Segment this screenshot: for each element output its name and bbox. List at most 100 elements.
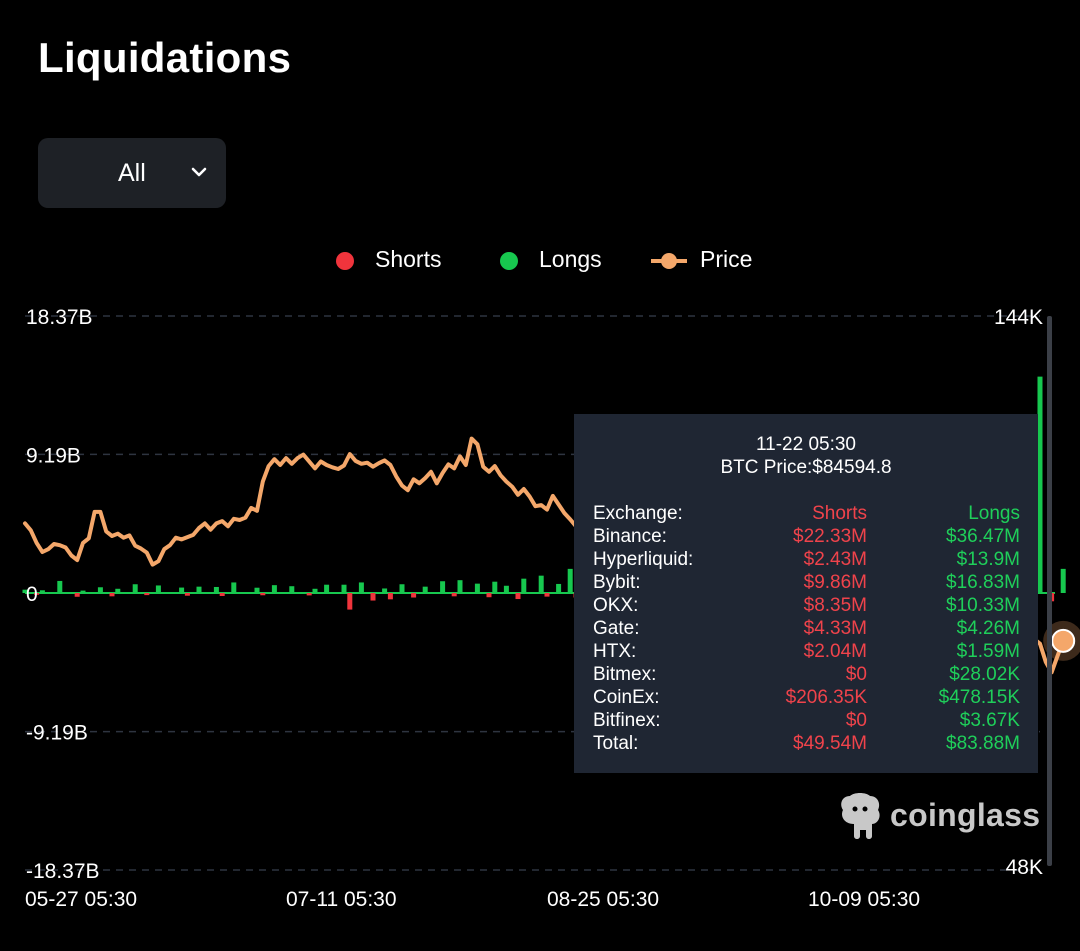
longs-bar[interactable]: [503, 585, 509, 593]
shorts-bar[interactable]: [184, 593, 190, 596]
legend-label-price: Price: [700, 246, 753, 272]
shorts-bar[interactable]: [486, 593, 492, 598]
longs-bar[interactable]: [57, 580, 63, 593]
longs-bar[interactable]: [556, 583, 562, 593]
longs-bar[interactable]: [289, 586, 295, 593]
tooltip-longs-value: $1.59M: [956, 641, 1020, 662]
longs-bar[interactable]: [382, 588, 388, 593]
shorts-bar[interactable]: [219, 593, 225, 597]
tooltip-shorts-value: $2.43M: [803, 549, 867, 570]
longs-bar[interactable]: [80, 590, 86, 593]
tooltip-shorts-value: $22.33M: [793, 526, 867, 547]
left-axis-tick-label: -18.37B: [26, 860, 100, 883]
tooltip-shorts-value: $2.04M: [803, 641, 867, 662]
tooltip-shorts-value: $49.54M: [793, 733, 867, 754]
tooltip-exchange-name: HTX:: [593, 641, 637, 662]
longs-bar[interactable]: [97, 587, 103, 593]
tooltip-header-longs: Longs: [968, 503, 1020, 524]
longs-bar[interactable]: [196, 586, 202, 593]
coinglass-wordmark: coinglass: [890, 797, 1041, 833]
longs-bar[interactable]: [22, 589, 28, 593]
longs-bar[interactable]: [179, 587, 185, 593]
right-axis-tick-label: 144K: [994, 306, 1043, 329]
tooltip-header-shorts: Shorts: [812, 503, 867, 524]
tooltip-exchange-name: Bitmex:: [593, 664, 657, 685]
longs-bar[interactable]: [271, 585, 277, 593]
shorts-bar[interactable]: [387, 593, 393, 600]
tooltip-longs-value: $3.67K: [959, 710, 1020, 731]
chart-scrollbar[interactable]: [1047, 316, 1052, 866]
tooltip-exchange-name: Binance:: [593, 526, 667, 547]
left-axis-tick-label: 0: [26, 583, 38, 606]
shorts-bar[interactable]: [544, 593, 550, 597]
shorts-bar[interactable]: [306, 593, 312, 596]
longs-bar[interactable]: [538, 575, 544, 593]
shorts-bar[interactable]: [347, 593, 353, 610]
shorts-bar[interactable]: [144, 593, 150, 596]
shorts-bar[interactable]: [109, 593, 115, 597]
tooltip-exchange-name: Hyperliquid:: [593, 549, 694, 570]
longs-bar[interactable]: [231, 582, 237, 593]
tooltip-row: Binance: $22.33M $36.47M: [593, 526, 1020, 549]
longs-bar[interactable]: [132, 584, 138, 593]
tooltip-shorts-value: $0: [845, 664, 867, 685]
tooltip-row: OKX: $8.35M $10.33M: [593, 595, 1020, 618]
longs-bar[interactable]: [1060, 568, 1066, 593]
tooltip-row: Bitmex: $0 $28.02K: [593, 664, 1020, 687]
exchange-filter-select[interactable]: All: [38, 138, 226, 208]
tooltip-date: 11-22 05:30: [755, 434, 856, 455]
longs-bar[interactable]: [358, 582, 364, 593]
tooltip-exchange-name: Bybit:: [593, 572, 641, 593]
longs-bar[interactable]: [341, 584, 347, 593]
shorts-dot-icon: [336, 252, 354, 270]
longs-bar[interactable]: [155, 585, 161, 593]
longs-bar[interactable]: [440, 581, 446, 593]
shorts-bar[interactable]: [260, 593, 266, 596]
longs-bar[interactable]: [521, 578, 527, 593]
longs-bar[interactable]: [254, 587, 260, 593]
longs-bar[interactable]: [213, 586, 219, 593]
shorts-bar[interactable]: [370, 593, 376, 601]
longs-bar[interactable]: [115, 588, 121, 593]
tooltip-header-exchange: Exchange:: [593, 503, 683, 524]
chart-tooltip: 11-22 05:30 BTC Price:$84594.8 Exchange:…: [574, 414, 1038, 773]
shorts-bar[interactable]: [74, 593, 80, 597]
tooltip-longs-value: $28.02K: [949, 664, 1020, 685]
exchange-filter-value: All: [118, 159, 146, 187]
longs-bar[interactable]: [422, 586, 428, 593]
tooltip-header-row: Exchange: Shorts Longs: [593, 503, 1020, 526]
longs-bar[interactable]: [39, 590, 45, 593]
legend-label-longs: Longs: [539, 246, 602, 272]
longs-bar[interactable]: [457, 580, 463, 593]
price-hover-point[interactable]: [1051, 628, 1076, 653]
tooltip-shorts-value: $9.86M: [803, 572, 867, 593]
tooltip-exchange-name: Total:: [593, 733, 639, 754]
right-axis-tick-label: 48K: [1006, 856, 1043, 879]
tooltip-row: Bitfinex: $0 $3.67K: [593, 710, 1020, 733]
longs-bar[interactable]: [312, 588, 318, 593]
price-line-icon: [651, 253, 687, 269]
shorts-bar[interactable]: [451, 593, 457, 597]
longs-bar[interactable]: [1037, 376, 1043, 593]
x-axis-tick-label: 07-11 05:30: [286, 888, 397, 911]
tooltip-row: Bybit: $9.86M $16.83M: [593, 572, 1020, 595]
longs-bar[interactable]: [567, 568, 573, 593]
shorts-bar[interactable]: [515, 593, 521, 600]
chart-legend: Shorts Longs Price: [0, 240, 1080, 280]
shorts-bar[interactable]: [411, 593, 417, 598]
left-axis-tick-label: 9.19B: [26, 444, 81, 467]
tooltip-price: BTC Price:$84594.8: [720, 457, 892, 478]
tooltip-row: Hyperliquid: $2.43M $13.9M: [593, 549, 1020, 572]
longs-bar[interactable]: [474, 583, 480, 593]
tooltip-longs-value: $13.9M: [956, 549, 1020, 570]
longs-bar[interactable]: [324, 584, 330, 593]
shorts-bar[interactable]: [34, 593, 40, 595]
left-axis-tick-label: 18.37B: [26, 306, 93, 329]
longs-bar[interactable]: [492, 581, 498, 593]
tooltip-row: HTX: $2.04M $1.59M: [593, 641, 1020, 664]
longs-bar[interactable]: [399, 584, 405, 593]
tooltip-row: Total: $49.54M $83.88M: [593, 733, 1020, 756]
tooltip-row: CoinEx: $206.35K $478.15K: [593, 687, 1020, 710]
tooltip-longs-value: $478.15K: [938, 687, 1020, 708]
